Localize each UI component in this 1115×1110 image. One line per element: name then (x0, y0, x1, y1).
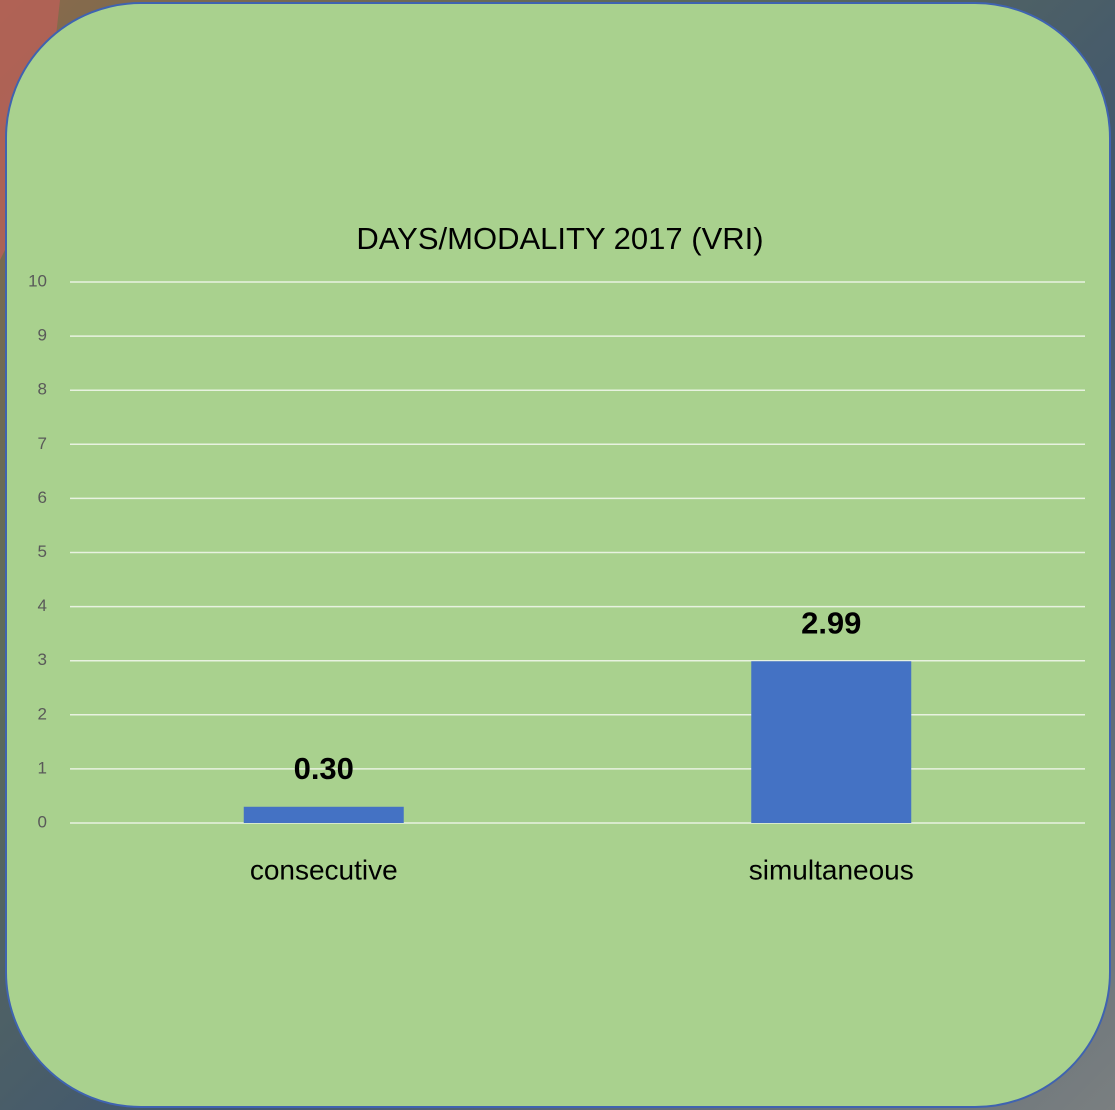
y-tick-label: 9 (38, 326, 47, 345)
value-label: 2.99 (801, 605, 861, 640)
x-tick-label: consecutive (250, 854, 398, 885)
bar (751, 661, 911, 823)
y-tick-label: 8 (38, 380, 47, 399)
y-tick-label: 3 (38, 650, 47, 669)
page: DAYS/MODALITY 2017 (VRI) 0 1 2 3 4 5 6 7 8 9 10 con… (0, 0, 1115, 1110)
y-tick-label: 10 (28, 271, 47, 290)
value-label: 0.30 (294, 751, 354, 786)
chart-title: DAYS/MODALITY 2017 (VRI) (356, 221, 763, 256)
x-tick-label: simultaneous (749, 854, 914, 885)
bar (244, 807, 404, 823)
y-tick-label: 6 (38, 488, 47, 507)
y-tick-label: 7 (38, 434, 47, 453)
panel (6, 3, 1110, 1107)
y-tick-label: 4 (38, 596, 47, 615)
y-tick-label: 2 (38, 704, 47, 723)
y-tick-label: 0 (38, 812, 47, 831)
y-tick-label: 1 (38, 758, 47, 777)
y-tick-label: 5 (38, 542, 47, 561)
